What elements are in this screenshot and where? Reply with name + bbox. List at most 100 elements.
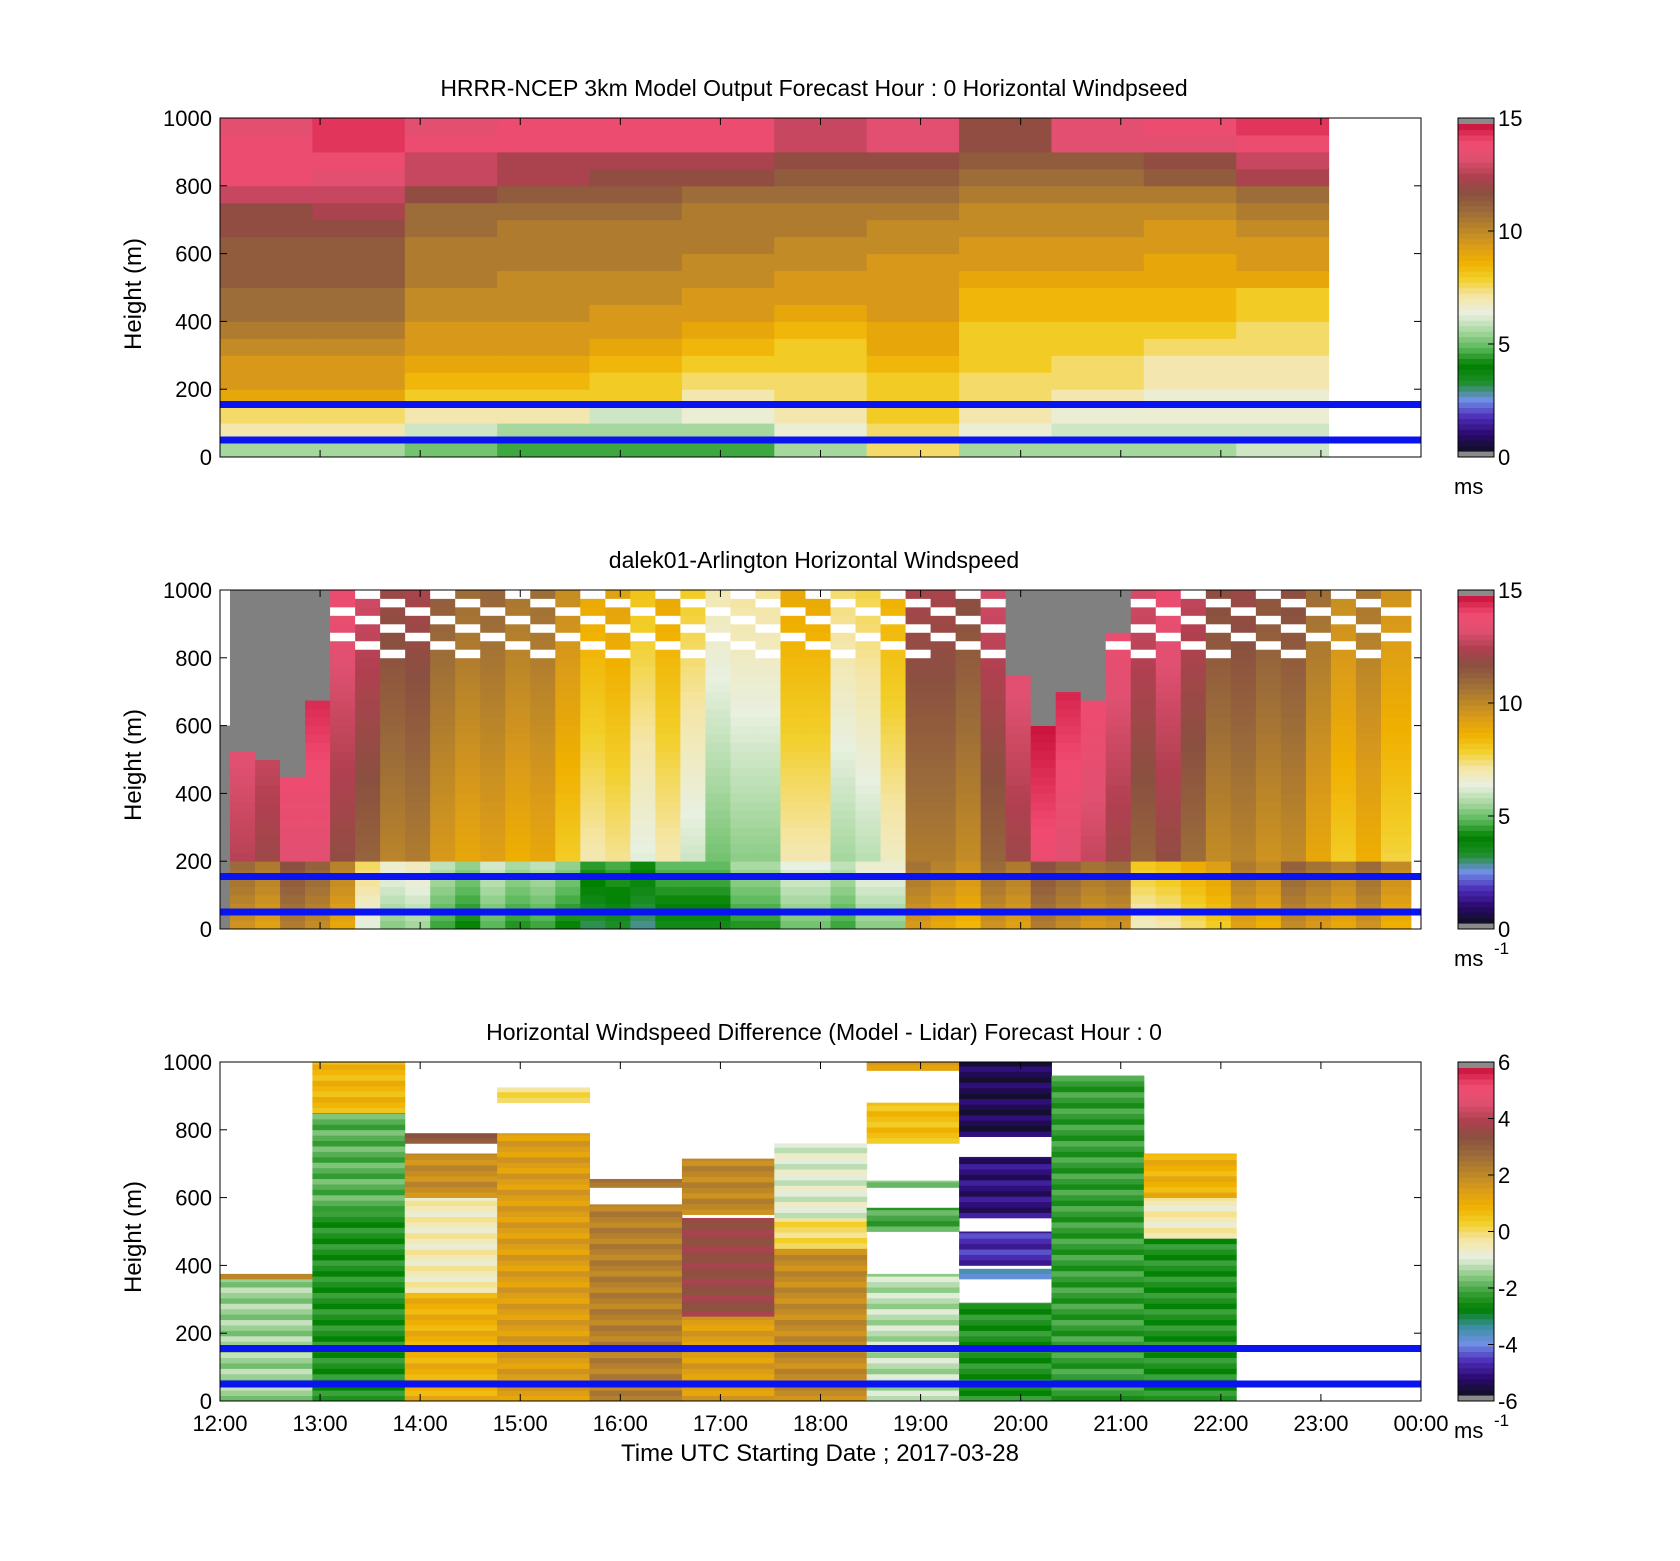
heatmap-cell: [255, 895, 281, 904]
heatmap-cell: [1155, 801, 1182, 811]
heatmap-cell: [255, 742, 281, 752]
heatmap-cell: [1130, 640, 1157, 650]
heatmap-cell: [774, 287, 868, 305]
x-tick-label: 13:00: [293, 1411, 348, 1436]
heatmap-cell: [1305, 818, 1332, 828]
heatmap-cell: [1236, 253, 1330, 272]
heatmap-cell: [805, 759, 831, 769]
heatmap-cell: [1055, 683, 1082, 693]
heatmap-cell: [1080, 683, 1107, 693]
heatmap-cell: [680, 666, 706, 676]
colorbar-swatch: [1458, 140, 1494, 147]
heatmap-cell: [430, 606, 456, 616]
heatmap-cell: [1143, 1205, 1237, 1212]
heatmap-cell: [1080, 623, 1107, 633]
heatmap-cell: [1105, 912, 1132, 921]
heatmap-cell: [880, 657, 906, 667]
heatmap-cell: [866, 1105, 960, 1112]
colorbar-swatch: [1458, 314, 1494, 321]
x-axis-label: Time UTC Starting Date ; 2017-03-28: [621, 1440, 1019, 1467]
heatmap-cell: [774, 151, 868, 170]
heatmap-cell: [305, 759, 331, 769]
heatmap-cell: [355, 606, 381, 616]
heatmap-cell: [630, 895, 656, 904]
heatmap-cell: [1005, 827, 1032, 837]
heatmap-cell: [1180, 683, 1207, 693]
heatmap-cell: [497, 1151, 591, 1158]
heatmap-cell: [680, 674, 706, 684]
heatmap-cell: [959, 304, 1052, 322]
heatmap-cell: [1380, 742, 1412, 752]
heatmap-cell: [497, 1276, 591, 1283]
heatmap-cell: [530, 674, 556, 684]
heatmap-cell: [312, 1341, 406, 1348]
heatmap-cell: [755, 920, 781, 930]
heatmap-cell: [680, 717, 706, 726]
heatmap-cell: [780, 759, 806, 769]
heatmap-cell: [497, 118, 591, 136]
colorbar-swatch: [1458, 178, 1494, 185]
heatmap-cell: [774, 118, 868, 136]
heatmap-cell: [404, 1192, 498, 1198]
heatmap-cell: [980, 649, 1007, 659]
heatmap-cell: [530, 632, 556, 642]
heatmap-cell: [655, 784, 681, 794]
heatmap-cell: [1080, 767, 1107, 777]
heatmap-cell: [1236, 304, 1330, 322]
heatmap-cell: [230, 751, 256, 760]
colorbar-swatch: [1458, 1253, 1494, 1260]
heatmap-cell: [580, 844, 606, 854]
heatmap-cell: [1030, 734, 1057, 743]
heatmap-cell: [1355, 827, 1382, 837]
heatmap-cell: [1143, 1373, 1237, 1380]
heatmap-cell: [1180, 844, 1207, 854]
heatmap-cell: [905, 903, 931, 913]
heatmap-cell: [404, 1159, 498, 1166]
colorbar-swatch: [1458, 331, 1494, 338]
heatmap-cell: [589, 1281, 683, 1288]
colorbar-swatch: [1458, 797, 1494, 804]
heatmap-cell: [255, 810, 281, 820]
heatmap-cell: [455, 886, 481, 896]
heatmap-cell: [1055, 708, 1082, 718]
heatmap-cell: [730, 606, 756, 616]
heatmap-cell: [605, 759, 631, 769]
heatmap-cell: [805, 920, 831, 930]
x-tick-label: 12:00: [192, 1411, 247, 1436]
heatmap-cell: [380, 691, 406, 701]
heatmap-cell: [505, 666, 531, 676]
heatmap-cell: [1236, 118, 1330, 136]
heatmap-cell: [505, 844, 531, 854]
heatmap-cell: [1380, 861, 1412, 871]
heatmap-cell: [230, 903, 256, 913]
colorbar-swatch: [1458, 124, 1494, 131]
heatmap-cell: [1055, 751, 1082, 760]
heatmap-cell: [497, 1162, 591, 1169]
heatmap-cell: [497, 1097, 591, 1104]
heatmap-cell: [455, 742, 481, 752]
heatmap-cell: [630, 793, 656, 803]
heatmap-cell: [959, 1330, 1052, 1337]
heatmap-cell: [312, 1368, 406, 1375]
heatmap-cell: [866, 1297, 960, 1304]
heatmap-cell: [505, 767, 531, 777]
x-tick-label: 19:00: [893, 1411, 948, 1436]
heatmap-cell: [255, 793, 281, 803]
heatmap-cell: [866, 1335, 960, 1342]
heatmap-cell: [774, 1363, 868, 1369]
heatmap-cell: [805, 835, 831, 845]
heatmap-cell: [330, 751, 356, 760]
heatmap-cell: [680, 844, 706, 854]
heatmap-cell: [1005, 776, 1032, 786]
heatmap-cell: [1280, 700, 1307, 710]
heatmap-cell: [680, 649, 706, 659]
colorbar-swatch: [1458, 661, 1494, 668]
heatmap-cell: [404, 1243, 498, 1250]
heatmap-cell: [630, 767, 656, 777]
heatmap-cell: [959, 1335, 1052, 1342]
heatmap-cell: [1180, 751, 1207, 760]
heatmap-cell: [555, 615, 581, 625]
heatmap-cell: [355, 640, 381, 650]
heatmap-cell: [866, 202, 960, 221]
lidar-panel: dalek01-Arlington Horizontal Windspeed H…: [120, 547, 1522, 971]
